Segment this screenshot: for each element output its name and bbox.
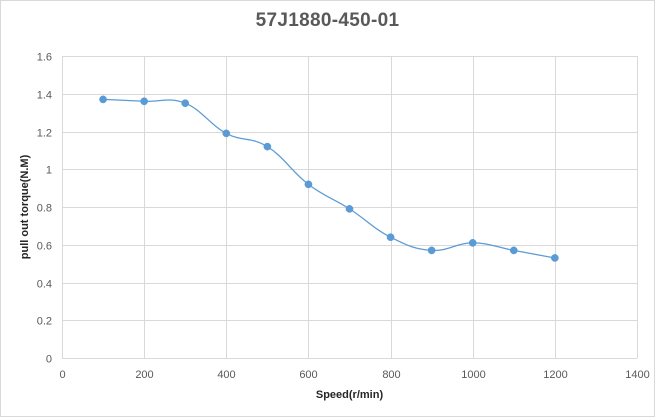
x-tick-label: 1000 xyxy=(461,369,485,381)
data-point xyxy=(551,254,559,262)
data-point xyxy=(509,246,518,255)
x-tick-label: 400 xyxy=(217,369,235,381)
data-point xyxy=(140,97,148,106)
y-tick-label: 1.6 xyxy=(37,52,52,64)
data-point xyxy=(304,180,313,189)
chart-title: 57J1880-450-01 xyxy=(255,10,400,31)
x-tick-label: 800 xyxy=(382,369,400,381)
series-line xyxy=(103,98,555,259)
x-tick-label: 200 xyxy=(135,369,153,381)
y-tick-label: 0.6 xyxy=(37,241,52,253)
x-axis-title: Speed(r/min) xyxy=(316,389,384,401)
x-tick-label: 0 xyxy=(59,369,65,381)
y-tick-label: 1.2 xyxy=(37,128,52,140)
y-tick-label: 0.8 xyxy=(37,203,52,215)
data-point xyxy=(386,233,395,242)
y-tick-label: 1.4 xyxy=(37,90,52,102)
data-point xyxy=(222,129,231,138)
x-tick-label: 600 xyxy=(299,369,317,381)
series-layer xyxy=(99,95,559,262)
y-tick-label: 0 xyxy=(46,354,52,366)
x-tick-label: 1200 xyxy=(543,369,567,381)
y-tick-label: 1 xyxy=(46,165,52,177)
y-tick-label: 0.4 xyxy=(37,279,52,291)
data-point xyxy=(427,246,436,255)
data-point xyxy=(181,99,190,108)
data-point xyxy=(263,142,272,151)
data-point xyxy=(99,95,107,104)
grid-layer xyxy=(62,56,638,359)
x-tick-label: 1400 xyxy=(625,369,649,381)
y-axis-title: pull out torque(N.M) xyxy=(19,154,31,259)
data-point xyxy=(345,205,354,213)
data-point xyxy=(468,239,477,247)
y-tick-label: 0.2 xyxy=(37,316,52,328)
tick-labels: 0 0.2 0.4 0.6 0.8 1 1.2 1.4 1.6 0 200 400 600 800 1000… xyxy=(37,52,650,382)
